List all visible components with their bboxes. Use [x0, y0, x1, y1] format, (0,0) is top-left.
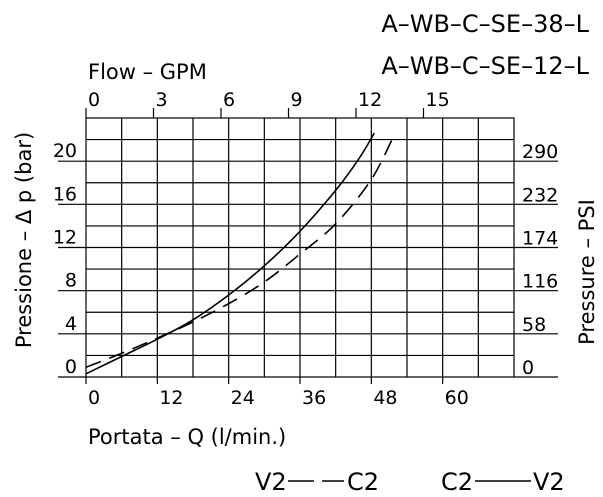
- y2-tick-labels: 0 58 116 174 232 290: [514, 141, 558, 379]
- x2-tick-label: 9: [290, 89, 302, 111]
- x2-tick-labels: 0 3 6 9 12 15: [85, 89, 450, 118]
- x2-tick-label: 12: [358, 89, 382, 111]
- y-axis-label: Pressione – Δ p (bar): [12, 132, 36, 348]
- y-tick-labels: 0 4 8 12 16 20: [53, 140, 86, 378]
- y2-tick-label: 232: [522, 184, 558, 206]
- legend-solid-right: V2: [533, 468, 565, 496]
- chart-title-1: A–WB–C–SE–38–L: [381, 10, 589, 38]
- y2-tick-label: 290: [522, 141, 558, 163]
- y-tick-label: 4: [65, 313, 77, 335]
- chart-title-2: A–WB–C–SE–12–L: [381, 52, 589, 80]
- series-line-solid: [85, 132, 375, 375]
- y-tick-label: 16: [53, 183, 77, 205]
- series-line-dashed: [85, 132, 396, 369]
- x-tick-label: 48: [373, 387, 397, 409]
- x-tick-label: 36: [302, 387, 326, 409]
- y2-tick-label: 174: [522, 228, 558, 250]
- x2-tick-label: 6: [223, 89, 235, 111]
- plot-grid: [85, 117, 515, 378]
- legend-dashed-right: C2: [347, 468, 379, 496]
- y-tick-label: 8: [65, 270, 77, 292]
- x-tick-label: 12: [159, 387, 183, 409]
- y2-tick-label: 116: [522, 271, 558, 293]
- x2-tick-label: 3: [155, 89, 167, 111]
- y2-tick-label: 58: [522, 314, 546, 336]
- y2-axis-label: Pressure – PSI: [575, 199, 599, 345]
- y-tick-label: 12: [53, 227, 77, 249]
- series-layer: [85, 132, 396, 375]
- legend: V2 C2 C2 V2: [255, 468, 565, 496]
- y2-tick-label: 0: [522, 357, 534, 379]
- legend-solid-left: C2: [441, 468, 473, 496]
- x2-axis-label: Flow – GPM: [88, 60, 207, 84]
- x-tick-label: 0: [88, 387, 100, 409]
- y-tick-label: 0: [65, 356, 77, 378]
- x-tick-label: 24: [231, 387, 255, 409]
- legend-dashed-left: V2: [255, 468, 287, 496]
- y-tick-label: 20: [53, 140, 77, 162]
- x-axis-label: Portata – Q (l/min.): [88, 425, 286, 449]
- x2-tick-label: 0: [88, 89, 100, 111]
- x2-tick-label: 15: [425, 89, 449, 111]
- x-tick-labels: 0 12 24 36 48 60: [85, 377, 469, 409]
- x-tick-label: 60: [445, 387, 469, 409]
